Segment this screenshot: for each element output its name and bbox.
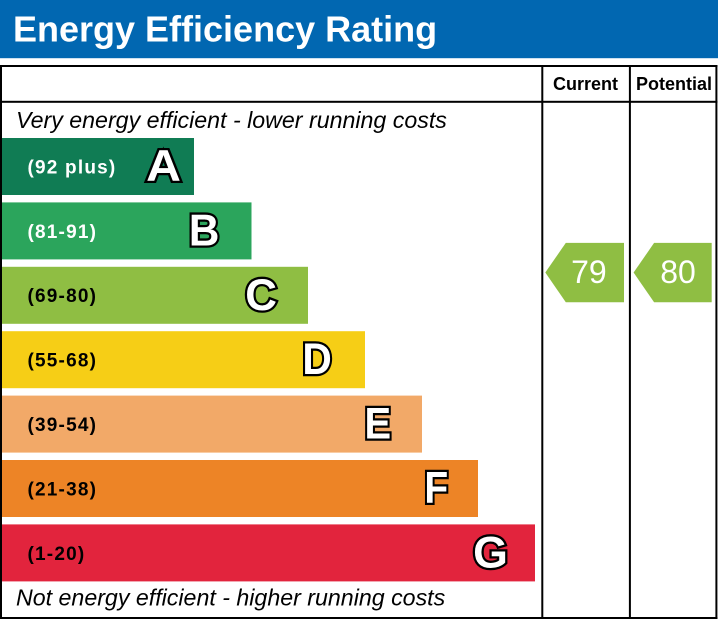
svg-text:E: E xyxy=(365,400,392,449)
svg-text:D: D xyxy=(302,335,331,384)
svg-text:(92 plus): (92 plus) xyxy=(28,157,117,178)
svg-text:(69-80): (69-80) xyxy=(28,286,98,307)
svg-text:A: A xyxy=(146,142,181,191)
svg-text:(81-91): (81-91) xyxy=(28,222,98,243)
svg-text:(55-68): (55-68) xyxy=(28,351,98,372)
svg-text:(39-54): (39-54) xyxy=(28,415,98,436)
svg-text:80: 80 xyxy=(660,254,696,290)
svg-text:(21-38): (21-38) xyxy=(28,479,98,500)
svg-text:Very energy efficient - lower: Very energy efficient - lower running co… xyxy=(16,107,447,133)
svg-text:Current: Current xyxy=(553,74,618,94)
svg-text:(1-20): (1-20) xyxy=(28,544,86,565)
svg-text:B: B xyxy=(189,206,220,255)
svg-text:79: 79 xyxy=(571,254,607,290)
svg-text:Potential: Potential xyxy=(636,74,712,94)
svg-text:F: F xyxy=(424,464,448,513)
svg-text:C: C xyxy=(245,271,277,320)
svg-text:Not energy efficient - higher: Not energy efficient - higher running co… xyxy=(16,585,446,611)
svg-text:Energy Efficiency Rating: Energy Efficiency Rating xyxy=(13,9,437,50)
svg-text:G: G xyxy=(473,528,508,577)
